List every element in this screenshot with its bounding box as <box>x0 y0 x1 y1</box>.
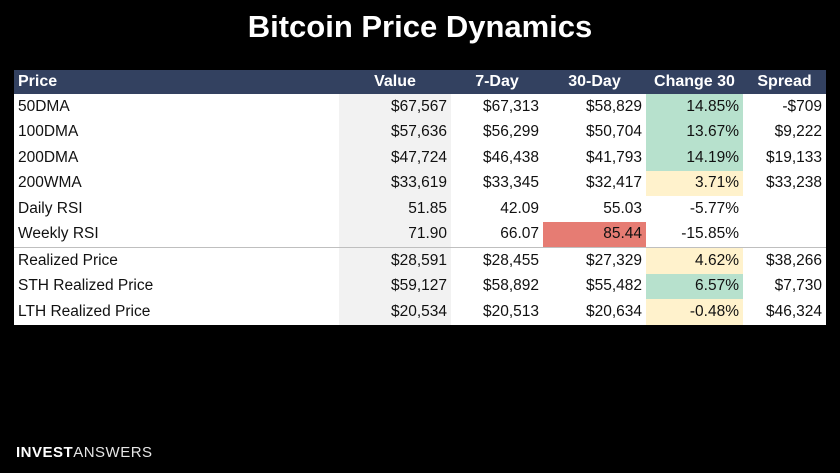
table-row: 100DMA $57,636 $56,299 $50,704 13.67% $9,222 <box>14 119 826 145</box>
table-header-row: Price Value 7-Day 30-Day Change 30 Sprea… <box>14 70 826 94</box>
header-value: Value <box>374 73 416 90</box>
cell-value: 71.90 <box>339 221 451 248</box>
table-row: Realized Price $28,591 $28,455 $27,329 4.62%… <box>14 247 826 274</box>
cell-value: $47,724 <box>339 145 451 171</box>
cell-change-30: 6.57% <box>646 273 743 299</box>
table-row: Daily RSI 51.85 42.09 55.03 -5.77% <box>14 196 826 222</box>
cell-name: Realized Price <box>14 247 339 274</box>
cell-7day: $56,299 <box>482 123 539 141</box>
cell-7day: $33,345 <box>482 174 539 192</box>
cell-value: 51.85 <box>339 196 451 222</box>
cell-30day: $58,829 <box>585 97 642 115</box>
logo-invest: INVEST <box>16 444 74 461</box>
cell-30day: $27,329 <box>543 247 646 274</box>
cell-spread: $33,238 <box>765 174 822 192</box>
cell-change-30: -0.48% <box>646 299 743 325</box>
cell-spread: $19,133 <box>765 148 822 166</box>
cell-change-30: 3.71% <box>646 170 743 196</box>
header-spread: Spread <box>757 73 812 90</box>
header-7day: 7-Day <box>475 73 519 90</box>
cell-name: 100DMA <box>18 123 79 141</box>
price-dynamics-table: Price Value 7-Day 30-Day Change 30 Sprea… <box>14 70 826 325</box>
cell-30day: 85.44 <box>543 221 646 248</box>
cell-7day: $20,513 <box>482 302 539 320</box>
cell-30day: $50,704 <box>585 123 642 141</box>
cell-30day: $20,634 <box>585 302 642 320</box>
cell-7day: 42.09 <box>500 199 539 217</box>
table-row: LTH Realized Price $20,534 $20,513 $20,634-… <box>14 299 826 325</box>
cell-value: $20,534 <box>339 299 451 325</box>
cell-change-30: 4.62% <box>646 247 743 274</box>
cell-30day: $55,482 <box>585 277 642 295</box>
cell-name: LTH Realized Price <box>18 302 151 320</box>
cell-change-30: -15.85% <box>681 225 739 243</box>
cell-change-30: 14.19% <box>646 145 743 171</box>
cell-name: 200DMA <box>18 148 79 166</box>
header-price: Price <box>18 73 58 90</box>
cell-name: 50DMA <box>18 97 70 115</box>
cell-spread: $38,266 <box>743 247 826 274</box>
cell-value: $33,619 <box>339 170 451 196</box>
table-row: 200WMA $33,619 $33,345 $32,417 3.71% $33,238 <box>14 170 826 196</box>
cell-value: $57,636 <box>339 119 451 145</box>
cell-7day: $28,455 <box>451 247 543 274</box>
cell-name: Daily RSI <box>18 199 83 217</box>
cell-spread: -$709 <box>782 97 822 115</box>
table-row: 50DMA $67,567 $67,313 $58,829 14.85% -$709 <box>14 94 826 120</box>
table-row: Weekly RSI 71.90 66.07 85.44 -15.85% <box>14 221 826 248</box>
cell-name: STH Realized Price <box>18 277 154 295</box>
cell-name: Weekly RSI <box>18 225 99 243</box>
table-row: STH Realized Price $59,127 $58,892 $55,482 6… <box>14 273 826 299</box>
cell-spread: $7,730 <box>774 277 822 295</box>
cell-name: 200WMA <box>18 174 82 192</box>
cell-change-30: 13.67% <box>646 119 743 145</box>
cell-7day: $58,892 <box>482 277 539 295</box>
header-30day: 30-Day <box>568 73 621 90</box>
table-body: 50DMA $67,567 $67,313 $58,829 14.85% -$709 100… <box>14 94 826 325</box>
investanswers-logo: INVESTANSWERS <box>16 444 153 461</box>
cell-spread <box>743 196 826 222</box>
cell-value: $28,591 <box>339 247 451 274</box>
cell-30day: $41,793 <box>585 148 642 166</box>
table-row: 200DMA $47,724 $46,438 $41,793 14.19% $19,133 <box>14 145 826 171</box>
cell-change-30: 14.85% <box>646 94 743 120</box>
cell-7day: $67,313 <box>482 97 539 115</box>
cell-spread <box>743 222 826 248</box>
cell-spread: $46,324 <box>765 302 822 320</box>
cell-30day: $32,417 <box>585 174 642 192</box>
header-change-30: Change 30 <box>654 73 735 90</box>
cell-change-30: -5.77% <box>689 199 739 217</box>
cell-7day: 66.07 <box>500 225 539 243</box>
page-title: Bitcoin Price Dynamics <box>247 9 593 44</box>
cell-30day: 55.03 <box>603 199 642 217</box>
cell-value: $67,567 <box>339 94 451 120</box>
cell-7day: $46,438 <box>482 148 539 166</box>
cell-value: $59,127 <box>339 273 451 299</box>
logo-answers: ANSWERS <box>73 444 153 461</box>
cell-spread: $9,222 <box>774 123 822 141</box>
